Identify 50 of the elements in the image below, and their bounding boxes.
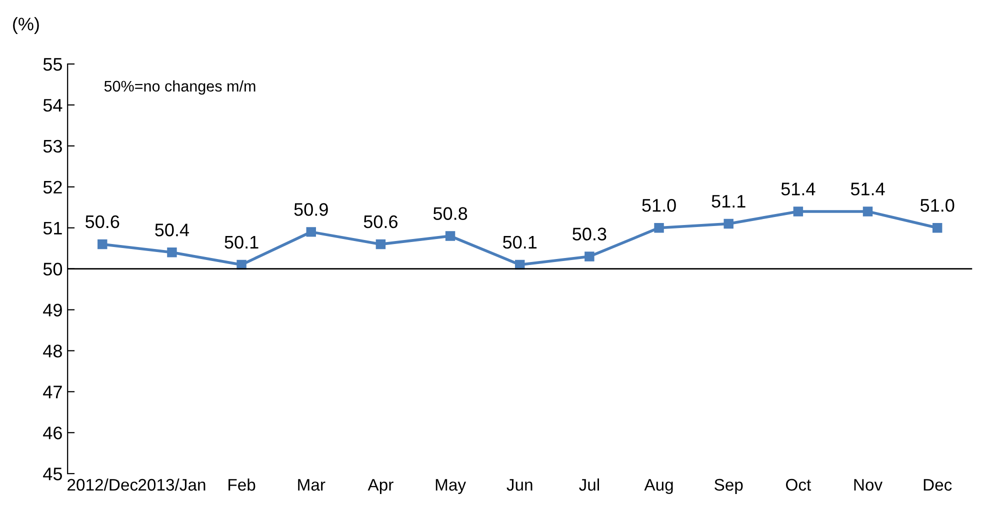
x-tick-label: May — [436, 479, 466, 494]
point — [793, 206, 804, 216]
data-label: 50.6 — [86, 215, 120, 228]
point — [167, 248, 177, 258]
x-tick-label: Aug — [644, 479, 673, 494]
point — [445, 231, 456, 241]
data-label: 51.0 — [642, 198, 676, 212]
data-label: 51.4 — [781, 182, 816, 196]
data-label: 50.8 — [433, 207, 468, 220]
x-tick-label: Feb — [228, 478, 256, 491]
x-tick-label: Apr — [368, 479, 394, 494]
x-tick-label: Mar — [298, 479, 326, 491]
point — [98, 239, 108, 250]
data-label: 51.1 — [712, 195, 746, 208]
point — [932, 222, 942, 233]
y-tick-label: 46 — [43, 426, 62, 440]
x-tick-label: Sep — [714, 478, 743, 494]
y-tick-label: 51 — [43, 222, 62, 235]
data-label: 51.0 — [920, 198, 954, 212]
annotation: 50%=no changes m/m — [104, 80, 256, 95]
y-axis-title: (%) — [13, 17, 39, 34]
point — [306, 227, 316, 237]
x-tick-label: Oct — [786, 478, 812, 491]
y-tick-label: 47 — [43, 386, 62, 398]
x-tick-label: 2012/Dec — [68, 478, 138, 491]
point — [584, 252, 594, 262]
data-label: 50.9 — [294, 203, 328, 216]
x-tick-label: Nov — [854, 479, 883, 491]
point — [376, 239, 386, 250]
x-tick-label: 2013/Jan — [138, 478, 206, 491]
y-tick-label: 55 — [43, 58, 62, 71]
x-tick-label: Jun — [506, 479, 532, 491]
data-label: 50.1 — [224, 236, 258, 249]
data-label: 50.1 — [503, 236, 537, 249]
y-tick-label: 45 — [43, 468, 62, 480]
data-label: 50.4 — [155, 224, 190, 236]
x-tick-label: Jul — [579, 478, 599, 491]
point — [724, 218, 734, 229]
data-label: 50.6 — [364, 215, 398, 228]
x-tick-label: Dec — [924, 479, 952, 491]
y-tick-label: 52 — [43, 180, 62, 194]
data-label: 51.4 — [850, 182, 885, 196]
y-tick-label: 49 — [43, 304, 62, 316]
y-tick-label: 50 — [43, 262, 62, 276]
point — [654, 222, 664, 233]
y-tick-label: 53 — [43, 140, 62, 153]
y-tick-label: 54 — [43, 99, 62, 112]
point — [862, 206, 873, 216]
data-label: 50.3 — [572, 228, 606, 240]
y-tick-label: 48 — [43, 344, 62, 358]
